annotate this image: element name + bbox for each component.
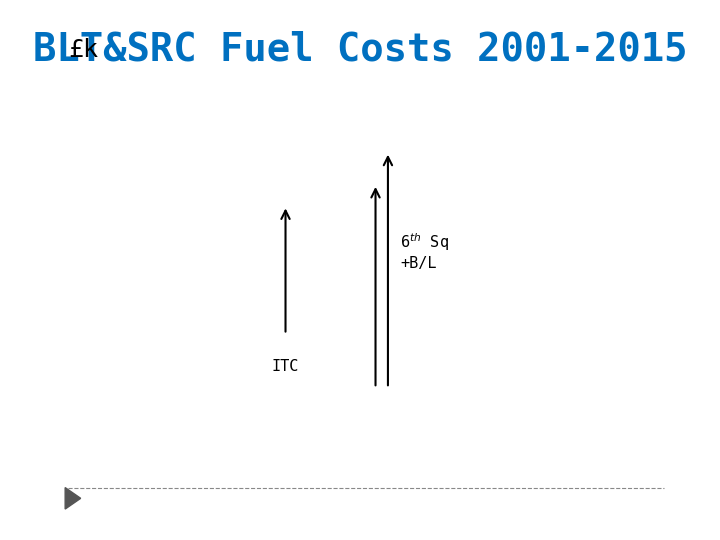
- Text: ITC: ITC: [272, 359, 300, 374]
- Text: BLT&SRC Fuel Costs 2001-2015: BLT&SRC Fuel Costs 2001-2015: [32, 31, 688, 69]
- Polygon shape: [65, 488, 81, 509]
- Text: £k: £k: [68, 38, 98, 62]
- Text: 6$^{th}$ Sq
+B/L: 6$^{th}$ Sq +B/L: [400, 232, 449, 271]
